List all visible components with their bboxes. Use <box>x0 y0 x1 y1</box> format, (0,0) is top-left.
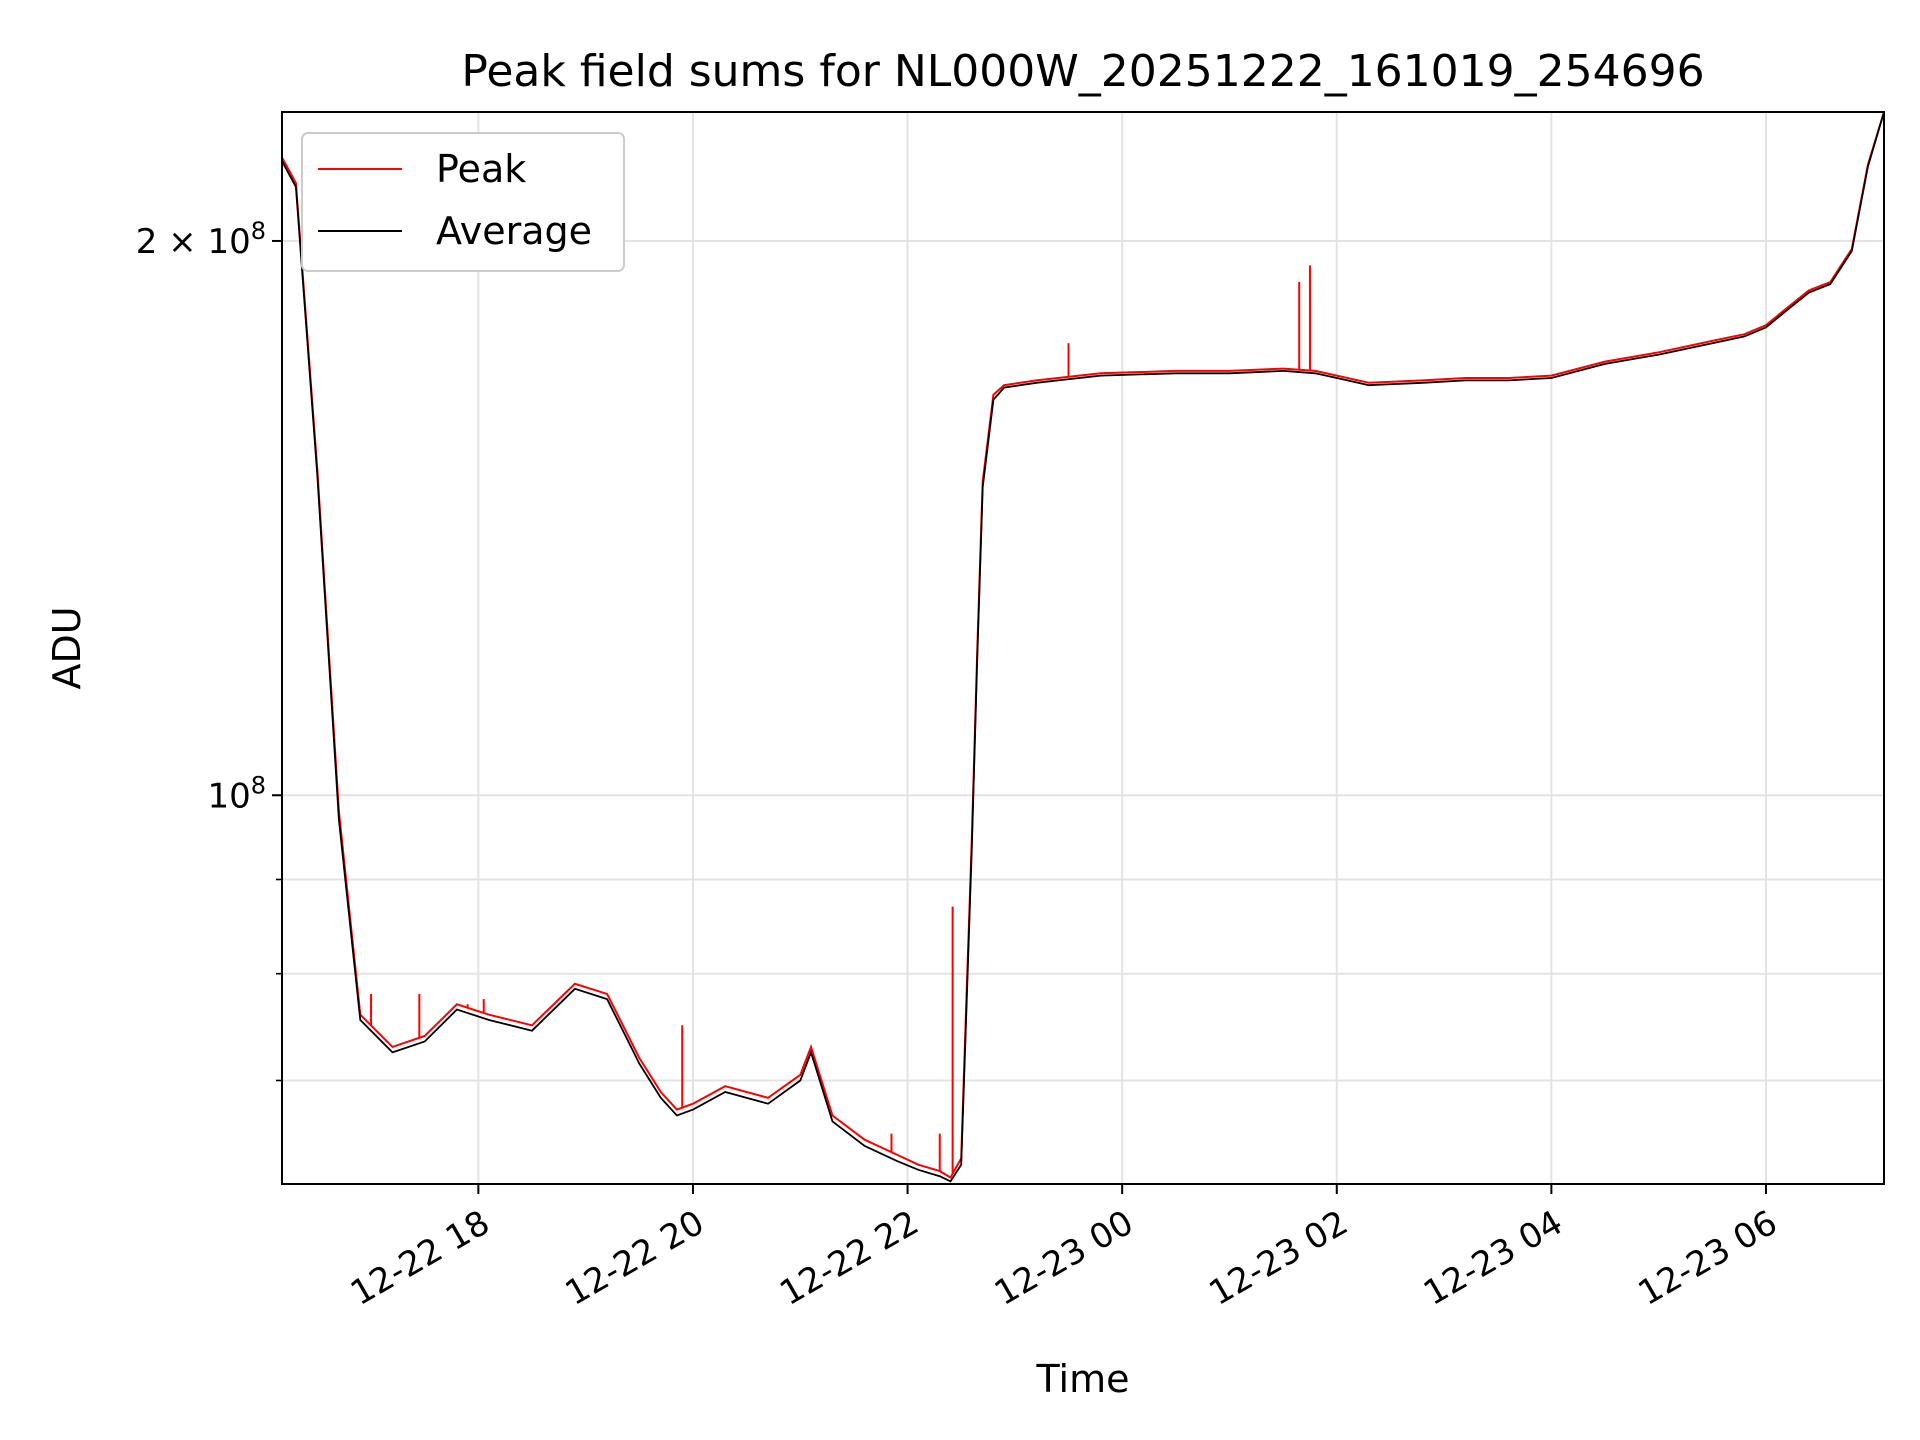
peak-spikes <box>370 265 1311 1174</box>
grid <box>282 112 1884 1184</box>
legend: Peak Average <box>301 132 625 272</box>
y-axis-label: ADU <box>45 606 89 689</box>
plot-frame <box>281 111 1885 1185</box>
series-line-average <box>281 111 1885 1183</box>
y-tick-label: 2 × 108 <box>136 217 266 262</box>
legend-label-average: Average <box>436 209 592 253</box>
legend-label-peak: Peak <box>436 147 526 191</box>
chart-title: Peak field sums for NL000W_20251222_1610… <box>461 46 1704 97</box>
legend-box <box>301 132 625 272</box>
y-axis: 108 2 × 108 <box>136 217 282 1082</box>
x-axis-label: Time <box>1036 1357 1130 1401</box>
y-tick-label: 108 <box>207 771 266 816</box>
